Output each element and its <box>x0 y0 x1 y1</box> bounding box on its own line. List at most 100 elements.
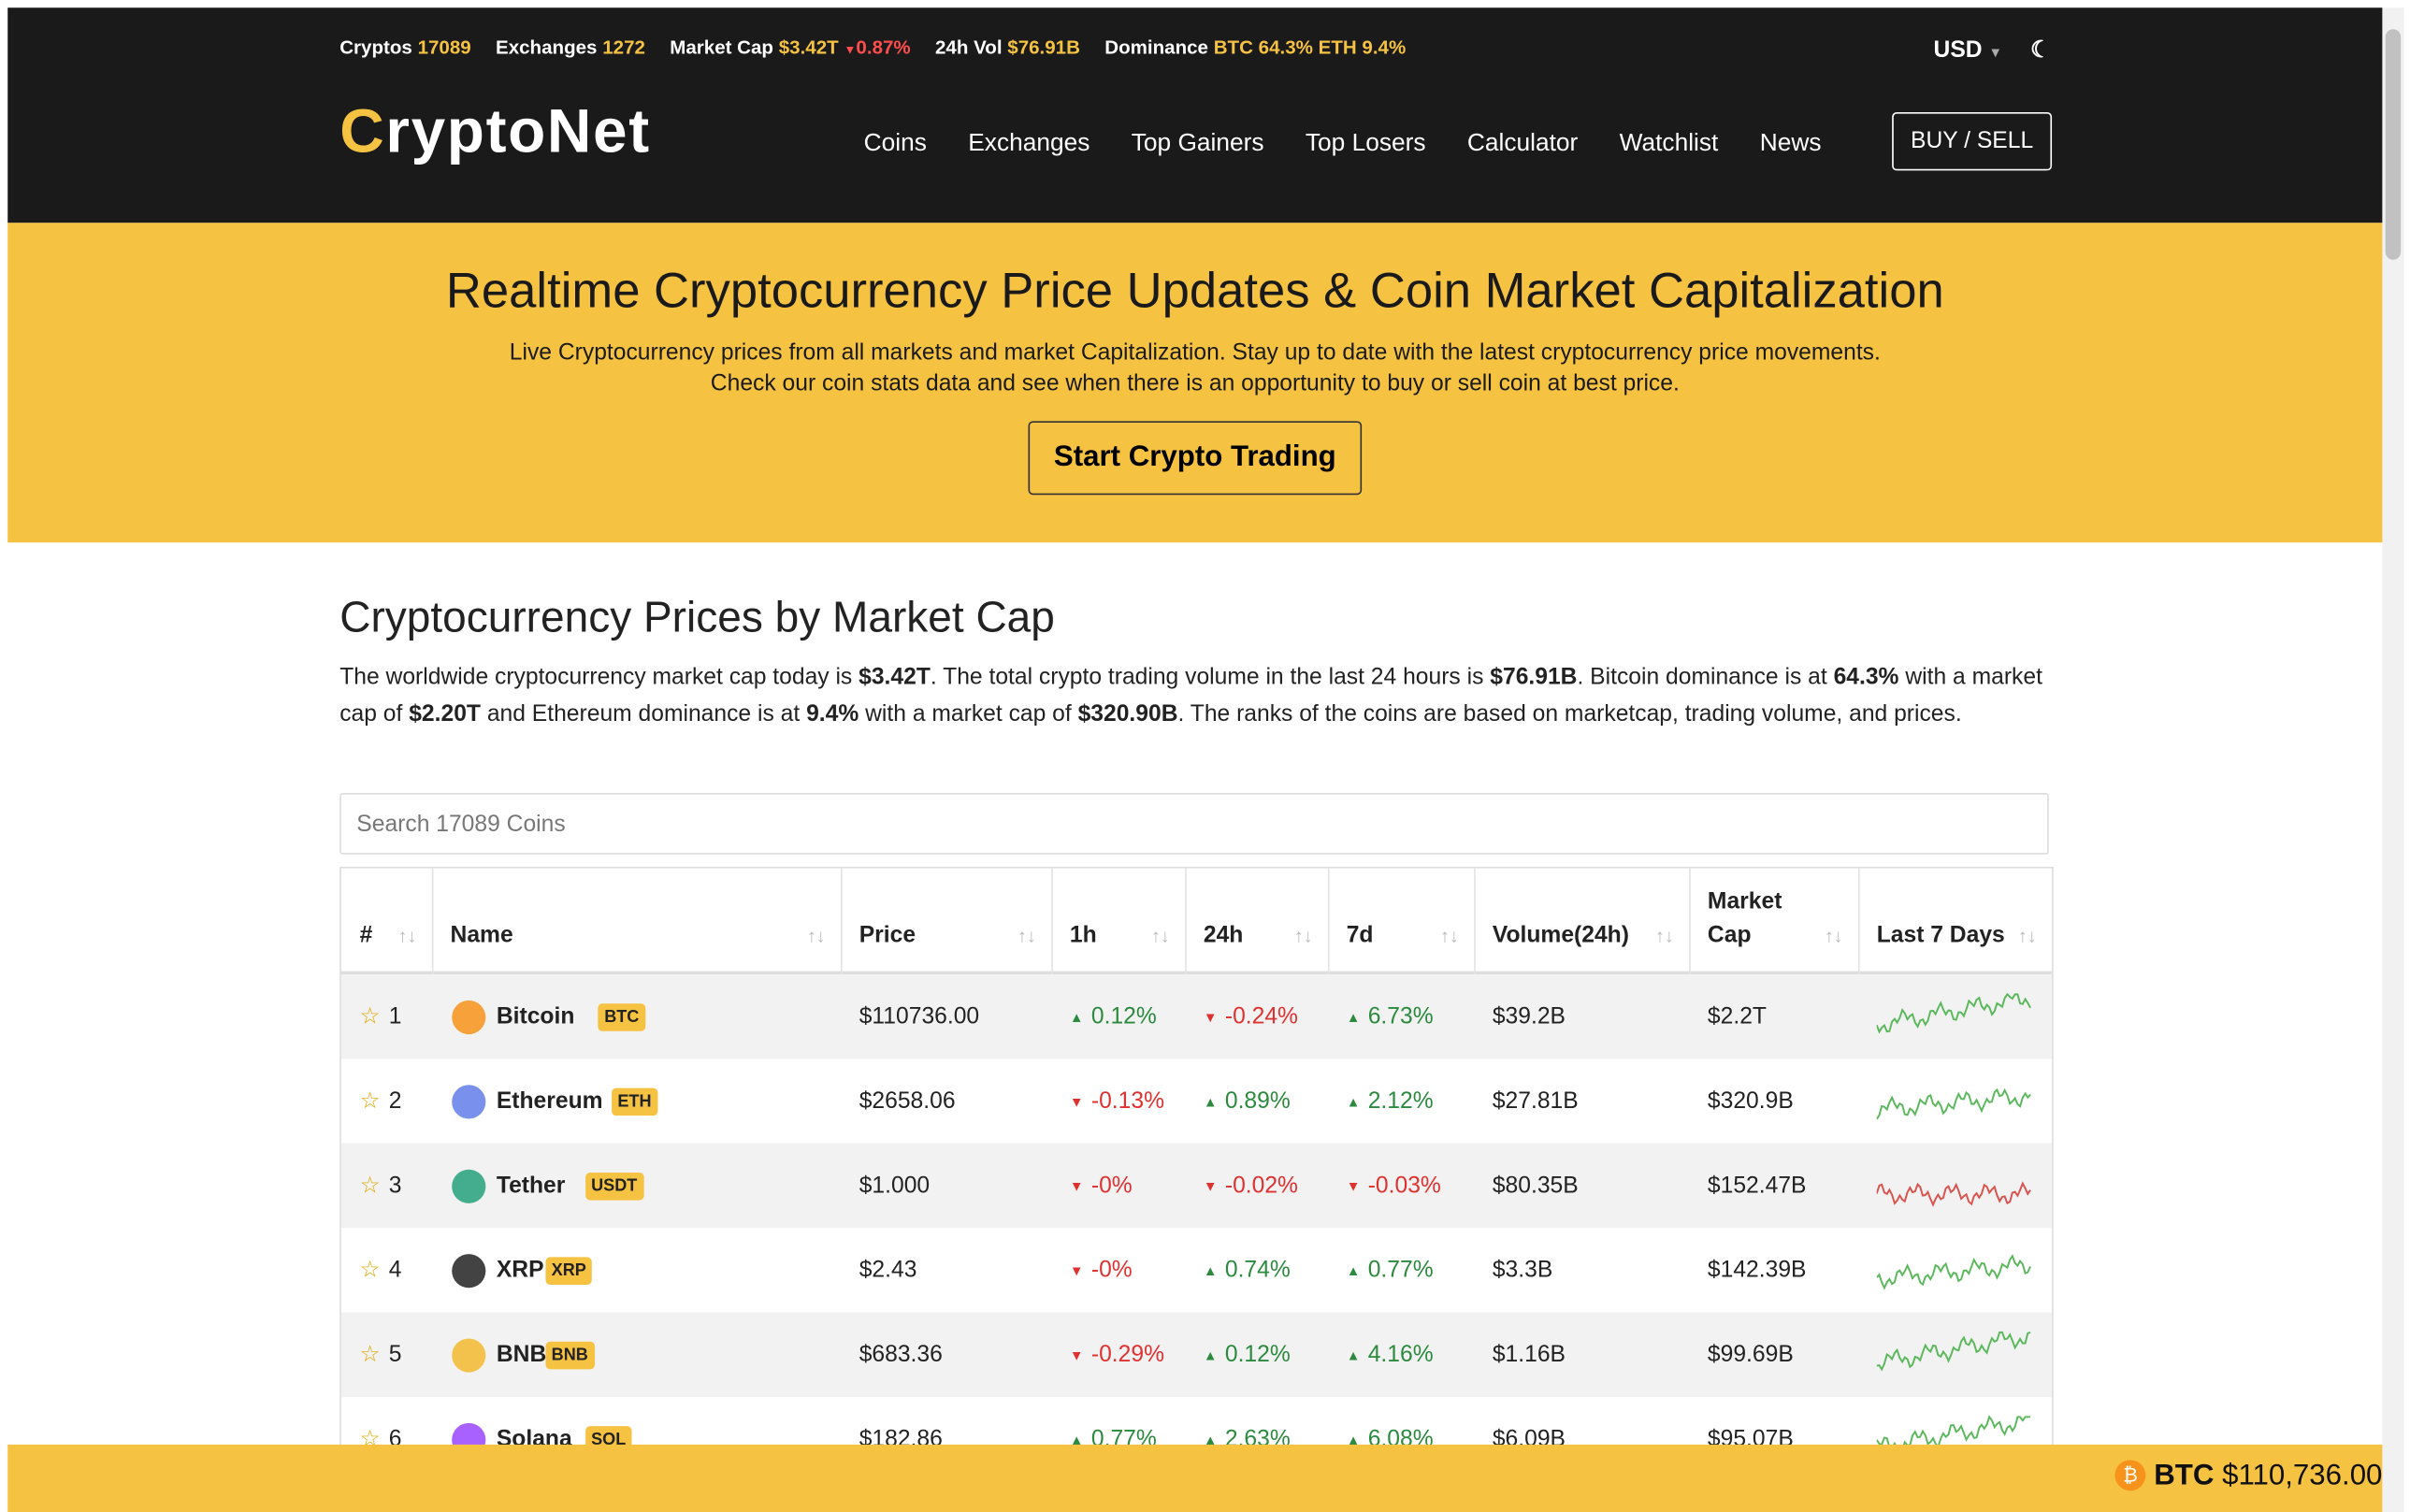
stat-value: $76.91B <box>1007 36 1080 59</box>
trade-button[interactable]: Start Crypto Trading <box>1027 421 1363 496</box>
column-header[interactable]: Name <box>450 922 513 949</box>
market-cap: $99.69B <box>1707 1340 1794 1367</box>
nav-link[interactable]: Coins <box>863 130 927 157</box>
coin-name[interactable]: XRP <box>496 1256 544 1283</box>
section-paragraph: The worldwide cryptocurrency market cap … <box>339 659 2052 733</box>
table-row[interactable]: ☆ 1 Bitcoin BTC $110736.00 ▲ 0.12% ▼ -0.24% ▲ 6.73… <box>340 973 2053 1061</box>
change: 0.74% <box>1224 1256 1291 1283</box>
change-arrow: ▲ <box>1203 1346 1218 1362</box>
column-header[interactable]: 24h <box>1203 922 1244 949</box>
sparkline-path <box>1876 991 2031 1033</box>
section-title: Cryptocurrency Prices by Market Cap <box>339 593 1055 641</box>
change: -0.02% <box>1224 1172 1298 1199</box>
watch-star[interactable]: ☆ <box>359 1002 381 1030</box>
column-header[interactable]: Price <box>859 922 916 949</box>
paragraph-segment: with a market cap of <box>339 663 2042 727</box>
column-header[interactable]: # <box>359 922 373 949</box>
sort-icon: ↑↓ <box>2017 925 2037 947</box>
volume: $1.16B <box>1492 1340 1566 1367</box>
change: -0.29% <box>1090 1340 1165 1367</box>
watch-star[interactable]: ☆ <box>359 1256 381 1283</box>
table-row[interactable]: ☆ 2 Ethereum ETH $2658.06 ▼ -0.13% ▲ 0.89% ▲ 2.12%… <box>340 1058 2053 1145</box>
column-header[interactable]: Market Cap <box>1707 887 1782 949</box>
price: $2658.06 <box>859 1087 956 1114</box>
nav-link[interactable]: Top Gainers <box>1131 130 1264 157</box>
change: -0.24% <box>1224 1002 1298 1030</box>
sparkline-path <box>1876 1331 2031 1371</box>
sort-icon: ↑↓ <box>806 925 826 947</box>
paragraph-segment: 64.3% <box>1833 663 1899 690</box>
change-arrow: ▲ <box>1203 1093 1218 1109</box>
nav-link[interactable]: Calculator <box>1466 130 1579 157</box>
watch-star[interactable]: ☆ <box>359 1087 381 1114</box>
market-cap: $320.9B <box>1707 1087 1794 1114</box>
price: $2.43 <box>859 1256 917 1283</box>
coin-icon <box>452 1084 486 1118</box>
scrollbar[interactable] <box>2382 7 2404 1512</box>
ticker-bar: ₿ BTC $110,736.00 <box>7 1444 2383 1512</box>
volume: $27.81B <box>1492 1087 1579 1114</box>
coin-name[interactable]: Tether <box>496 1172 566 1199</box>
volume: $80.35B <box>1492 1172 1579 1199</box>
ticker-price: $110,736.00 <box>2222 1460 2383 1492</box>
change: 6.73% <box>1367 1002 1434 1030</box>
search-input[interactable]: Search 17089 Coins <box>339 793 2049 855</box>
sort-icon: ↑↓ <box>1293 925 1313 947</box>
coin-symbol: BTC <box>598 1002 645 1030</box>
watch-star[interactable]: ☆ <box>359 1340 381 1367</box>
nav-link[interactable]: Top Losers <box>1305 130 1426 157</box>
column-header[interactable]: 1h <box>1069 922 1097 949</box>
stat: Dominance BTC 64.3% ETH 9.4% <box>1104 36 1406 58</box>
coin-name[interactable]: Bitcoin <box>496 1002 575 1030</box>
coin-symbol: ETH <box>611 1087 658 1116</box>
rank: 5 <box>388 1340 402 1367</box>
change-arrow: ▲ <box>1346 1262 1361 1278</box>
sort-icon: ↑↓ <box>1150 925 1170 947</box>
currency-select[interactable]: USD ▼ ☾ <box>1933 36 2052 64</box>
column-header[interactable]: 7d <box>1346 922 1374 949</box>
market-cap: $152.47B <box>1707 1172 1807 1199</box>
rank: 3 <box>388 1172 402 1199</box>
change-arrow: ▲ <box>1346 1093 1361 1109</box>
logo[interactable]: CryptoNet <box>339 98 651 166</box>
table-row[interactable]: ☆ 4 XRP XRP $2.43 ▼ -0% ▲ 0.74% ▲ 0.77% $3.3B $142.3… <box>340 1228 2053 1315</box>
change: -0% <box>1090 1172 1133 1199</box>
nav-link[interactable]: Exchanges <box>968 130 1090 157</box>
nav-link[interactable]: Watchlist <box>1619 130 1719 157</box>
table-row[interactable]: ☆ 3 Tether USDT $1.000 ▼ -0% ▼ -0.02% ▼ -0.03% $80.… <box>340 1143 2053 1230</box>
price: $683.36 <box>859 1340 943 1367</box>
header <box>7 7 2383 223</box>
rank: 2 <box>388 1087 402 1114</box>
coin-name[interactable]: BNB <box>496 1340 547 1367</box>
ticker-symbol: BTC <box>2154 1460 2215 1492</box>
stat: Market Cap $3.42T ▼0.87% <box>670 36 910 58</box>
coin-name[interactable]: Ethereum <box>496 1087 603 1114</box>
nav: Coins Exchanges Top Gainers Top Losers Calcu… <box>864 131 1863 159</box>
change-arrow: ▲ <box>1203 1262 1218 1278</box>
sparkline <box>1876 1253 2031 1289</box>
change-arrow: ▼ <box>1069 1093 1084 1109</box>
nav-link[interactable]: News <box>1759 130 1822 157</box>
column-header[interactable]: Last 7 Days <box>1876 922 2005 949</box>
price: $1.000 <box>859 1172 931 1199</box>
sparkline-path <box>1876 1253 2031 1289</box>
stat: Exchanges 1272 <box>496 36 645 58</box>
volume: $3.3B <box>1492 1256 1553 1283</box>
watch-star[interactable]: ☆ <box>359 1172 381 1199</box>
paragraph-segment: The worldwide cryptocurrency market cap … <box>339 663 859 690</box>
coin-symbol: USDT <box>584 1172 643 1200</box>
market-cap: $142.39B <box>1707 1256 1807 1283</box>
change: 0.89% <box>1224 1087 1291 1114</box>
hero-text: Live Cryptocurrency prices from all mark… <box>509 339 1881 397</box>
buy-sell-button[interactable]: BUY / SELL <box>1892 111 2053 171</box>
change: -0.03% <box>1367 1172 1441 1199</box>
currency[interactable]: USD <box>1933 36 1983 64</box>
sort-icon: ↑↓ <box>1655 925 1674 947</box>
table-row[interactable]: ☆ 5 BNB BNB $683.36 ▼ -0.29% ▲ 0.12% ▲ 4.16% $1.16B… <box>340 1312 2053 1399</box>
column-header[interactable]: Volume(24h) <box>1492 922 1629 949</box>
paragraph-segment: $2.20T <box>409 700 481 727</box>
paragraph-segment: $320.90B <box>1077 700 1178 727</box>
change-arrow: ▲ <box>1346 1008 1361 1025</box>
